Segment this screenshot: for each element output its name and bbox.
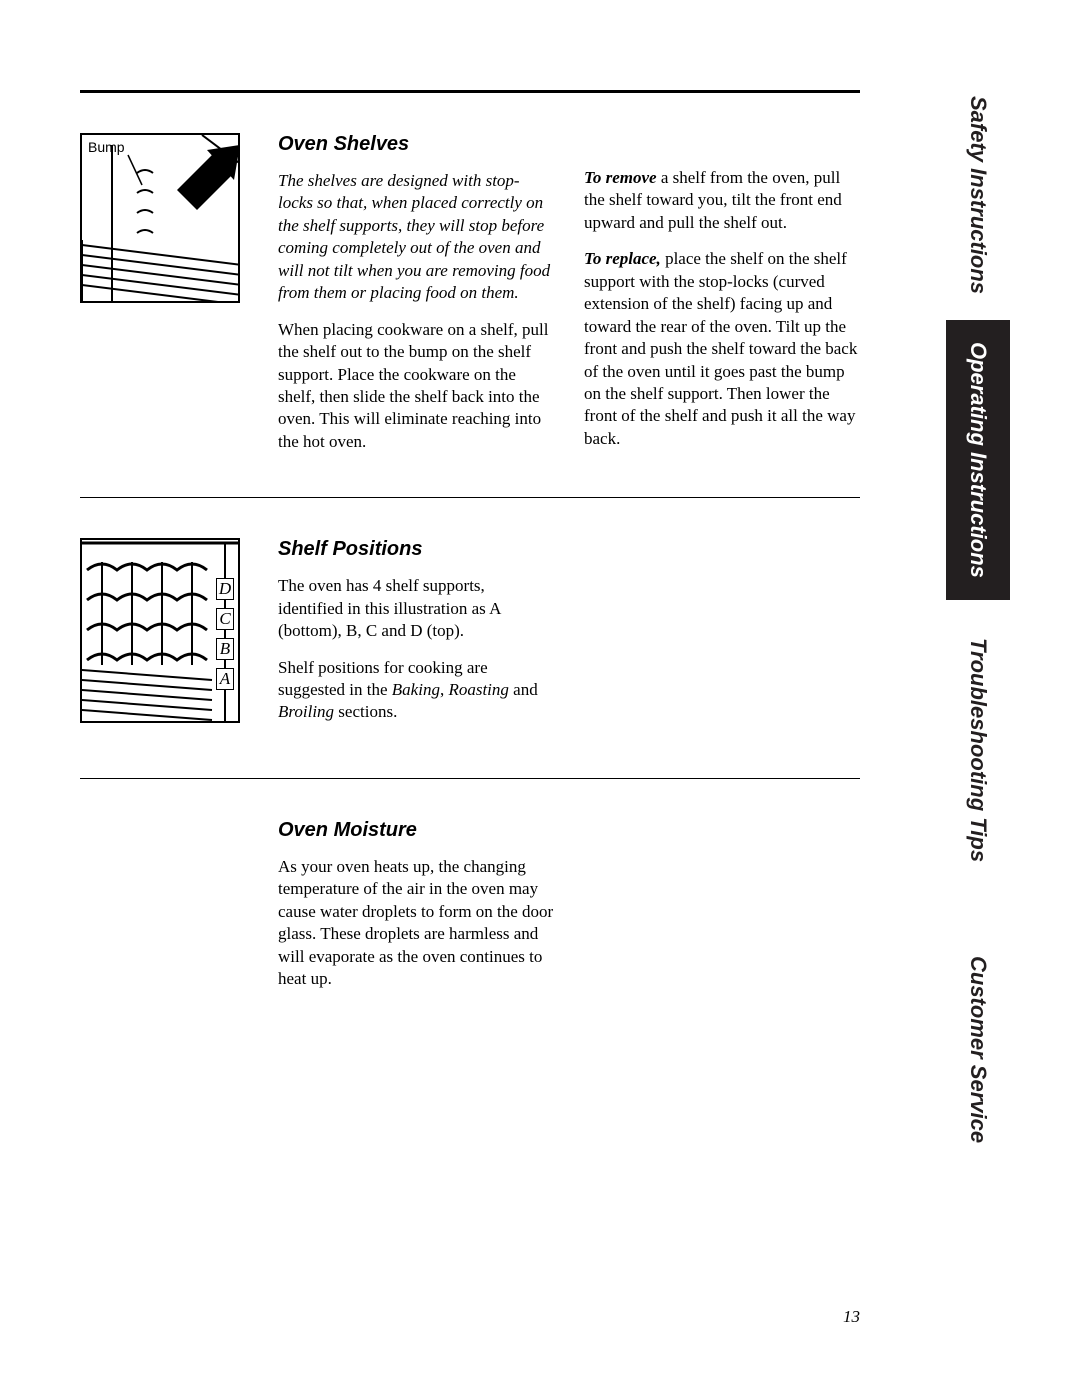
shelf-label-a: A: [216, 668, 234, 690]
oven-shelves-intro: The shelves are designed with stop-locks…: [278, 170, 554, 305]
right-column-empty-2: [584, 819, 860, 1005]
tab-troubleshooting[interactable]: Troubleshooting Tips: [946, 600, 1010, 900]
figure-column-2: D C B A: [80, 538, 250, 738]
right-column: To remove a shelf from the oven, pull th…: [584, 133, 860, 467]
left-column-3: Oven Moisture As your oven heats up, the…: [278, 819, 554, 1005]
shelf-positions-figure: D C B A: [80, 538, 240, 723]
sp2e: and: [509, 680, 538, 699]
remove-paragraph: To remove a shelf from the oven, pull th…: [584, 167, 860, 234]
tab-safety-label: Safety Instructions: [965, 96, 991, 294]
figure-column-3: [80, 819, 250, 1005]
left-column-2: Shelf Positions The oven has 4 shelf sup…: [278, 538, 554, 738]
sp2b: Baking: [392, 680, 440, 699]
oven-shelves-p2: When placing cookware on a shelf, pull t…: [278, 319, 554, 454]
text-columns-3: Oven Moisture As your oven heats up, the…: [278, 819, 860, 1005]
section-oven-shelves: Bump Oven Shelves The shelves are design…: [80, 93, 860, 497]
tab-operating-label: Operating Instructions: [965, 342, 991, 578]
shelf-label-c: C: [216, 608, 234, 630]
left-column: Oven Shelves The shelves are designed wi…: [278, 133, 554, 467]
sp2d: Roasting: [448, 680, 508, 699]
replace-paragraph: To replace, place the shelf on the shelf…: [584, 248, 860, 450]
side-tabs: Safety Instructions Operating Instructio…: [946, 70, 1010, 1200]
section-oven-moisture: Oven Moisture As your oven heats up, the…: [80, 779, 860, 1035]
page-content: Bump Oven Shelves The shelves are design…: [80, 90, 860, 1035]
shelf-positions-p2: Shelf positions for cooking are suggeste…: [278, 657, 554, 724]
shelf-label-d: D: [216, 578, 234, 600]
section-shelf-positions: D C B A Shelf Positions The oven has 4 s…: [80, 498, 860, 778]
tab-troubleshooting-label: Troubleshooting Tips: [965, 638, 991, 862]
sp2f: Broiling: [278, 702, 334, 721]
shelf-positions-p1: The oven has 4 shelf supports, identifie…: [278, 575, 554, 642]
remove-label: To remove: [584, 168, 657, 187]
text-columns: Oven Shelves The shelves are designed wi…: [278, 133, 860, 467]
replace-label: To replace,: [584, 249, 661, 268]
page-number: 13: [80, 1307, 860, 1327]
sp2g: sections.: [334, 702, 397, 721]
shelf-positions-heading: Shelf Positions: [278, 538, 554, 561]
oven-moisture-p1: As your oven heats up, the changing temp…: [278, 856, 554, 991]
text-columns-2: Shelf Positions The oven has 4 shelf sup…: [278, 538, 860, 738]
tab-customer-service[interactable]: Customer Service: [946, 900, 1010, 1200]
bump-label: Bump: [88, 139, 125, 155]
shelf-label-b: B: [216, 638, 234, 660]
right-column-empty: [584, 538, 860, 738]
oven-shelves-figure: Bump: [80, 133, 240, 303]
oven-shelves-heading: Oven Shelves: [278, 133, 554, 156]
tab-safety[interactable]: Safety Instructions: [946, 70, 1010, 320]
figure-column: Bump: [80, 133, 250, 467]
replace-text: place the shelf on the shelf support wit…: [584, 249, 857, 448]
tab-customer-service-label: Customer Service: [965, 956, 991, 1143]
tab-operating[interactable]: Operating Instructions: [946, 320, 1010, 600]
oven-moisture-heading: Oven Moisture: [278, 819, 554, 842]
